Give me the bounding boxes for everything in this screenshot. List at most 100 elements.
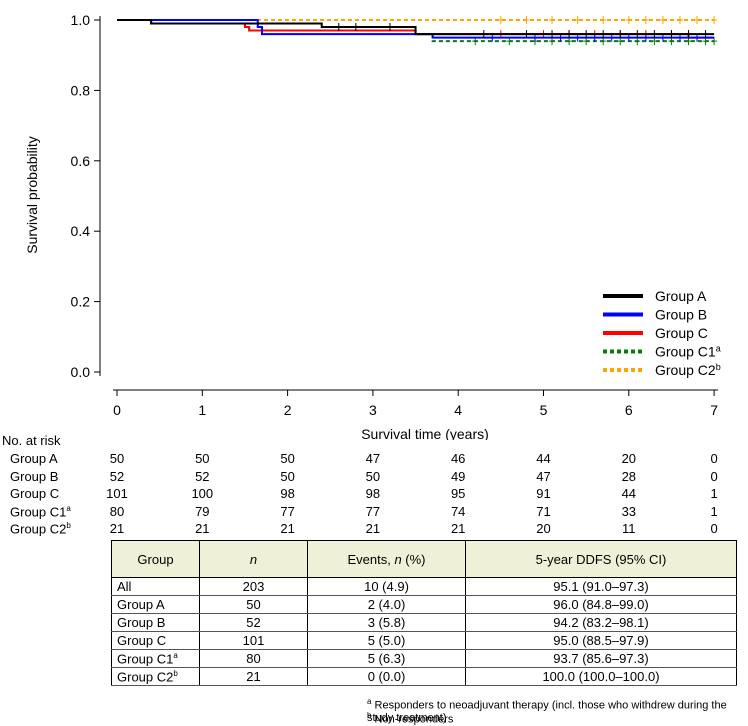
- risk-cell: 74: [450, 503, 466, 519]
- risk-cell: 50: [280, 451, 295, 466]
- x-tick-label: 5: [540, 402, 548, 418]
- chart-axes: 0.0 0.2 0.4 0.6 0.8 1.0 0 1 2 3 4 5 6 7 Survival time …: [24, 12, 718, 440]
- summary-events: 3 (5.8): [307, 613, 466, 632]
- summary-row: Group C1a 80 5 (6.3) 93.7 (85.6–97.3): [111, 649, 737, 668]
- censor-mark: [600, 16, 607, 24]
- risk-cell: 100: [191, 486, 214, 501]
- risk-cell: 95: [450, 486, 466, 501]
- risk-cell: 98: [365, 486, 381, 501]
- risk-cell: 52: [109, 468, 125, 484]
- y-tick-label: 1.0: [71, 12, 91, 28]
- risk-cell: 46: [450, 451, 466, 466]
- censor-mark: [676, 16, 683, 24]
- censor-mark: [566, 30, 573, 39]
- summary-events: 2 (4.0): [307, 595, 466, 614]
- risk-cell: 0: [710, 451, 718, 466]
- x-tick-label: 6: [625, 402, 633, 418]
- risk-cell: 44: [536, 451, 551, 466]
- censor-mark: [625, 16, 632, 24]
- risk-cell: 52: [195, 468, 210, 484]
- risk-cell: 101: [106, 486, 128, 501]
- censor-mark: [523, 16, 530, 24]
- risk-cell: 44: [621, 486, 637, 501]
- risk-cell: 21: [195, 521, 210, 536]
- summary-group: Group C: [111, 631, 200, 650]
- summary-n: 52: [199, 613, 308, 632]
- summary-events: 0 (0.0): [307, 667, 466, 686]
- summary-row: Group C 101 5 (5.0) 95.0 (88.5–97.9): [111, 631, 737, 650]
- risk-cell: 91: [536, 486, 551, 501]
- censor-mark: [583, 30, 590, 39]
- header-events: Events, n (%): [307, 540, 466, 578]
- censor-mark: [694, 16, 701, 24]
- risk-cell: 50: [280, 468, 295, 484]
- risk-cell: 21: [109, 521, 125, 536]
- legend-label: Group A: [655, 288, 707, 304]
- y-axis-label: Survival probability: [24, 136, 40, 254]
- x-tick-label: 4: [454, 402, 462, 418]
- risk-cell: 1: [710, 503, 718, 519]
- legend-label: Group C2b: [655, 362, 721, 378]
- header-n: n: [199, 540, 308, 578]
- censor-mark: [335, 23, 342, 32]
- summary-row: Group B 52 3 (5.8) 94.2 (83.2–98.1): [111, 613, 737, 632]
- summary-group: Group A: [111, 595, 200, 614]
- risk-cell: 47: [536, 468, 551, 484]
- y-tick-label: 0.6: [71, 153, 91, 169]
- risk-cell: 20: [536, 521, 551, 536]
- summary-events: 10 (4.9): [307, 577, 466, 596]
- survival-curve: [117, 19, 715, 39]
- summary-events: 5 (5.0): [307, 631, 466, 650]
- summary-n: 80: [199, 649, 308, 668]
- risk-cell: 49: [450, 468, 466, 484]
- footnote-b: b Non-responders: [367, 711, 454, 726]
- risk-cell: 0: [710, 468, 718, 484]
- risk-cell: 21: [450, 521, 466, 536]
- summary-n: 50: [199, 595, 308, 614]
- summary-ddfs: 100.0 (100.0–100.0): [465, 667, 737, 686]
- censor-mark: [523, 30, 530, 39]
- risk-cell: 20: [621, 451, 637, 466]
- summary-row: All 203 10 (4.9) 95.1 (91.0–97.3): [111, 577, 737, 596]
- risk-cell: 47: [365, 451, 381, 466]
- summary-ddfs: 96.0 (84.8–99.0): [465, 595, 737, 614]
- risk-cell: 28: [621, 468, 637, 484]
- censor-mark: [651, 30, 658, 39]
- censor-mark: [634, 30, 641, 39]
- legend-label: Group B: [655, 307, 707, 323]
- risk-cell: 0: [710, 521, 718, 536]
- risk-cell: 80: [109, 503, 125, 519]
- risk-row-label: Group A: [10, 451, 58, 466]
- summary-table: Group n Events, n (%) 5-year DDFS (95% C…: [111, 540, 737, 686]
- summary-n: 101: [199, 631, 308, 650]
- censor-mark: [352, 23, 359, 32]
- chart-legend: Group A Group B Group C Group C1a Group C2b: [603, 288, 721, 378]
- summary-group: All: [111, 577, 200, 596]
- censor-mark: [549, 16, 556, 24]
- censor-mark: [617, 30, 624, 39]
- risk-cell: 21: [365, 521, 381, 536]
- risk-cell: 50: [109, 451, 125, 466]
- x-axis-label: Survival time (years): [361, 426, 489, 440]
- risk-row-label: Group C1a: [10, 503, 71, 519]
- risk-cell: 71: [536, 503, 551, 519]
- censor-mark: [659, 16, 666, 24]
- chart-curves: [117, 16, 718, 46]
- footnote-a: a Responders to neoadjuvant therapy (inc…: [367, 697, 727, 724]
- risk-cell: 33: [621, 503, 637, 519]
- censor-mark: [711, 16, 718, 24]
- legend-label: Group C1a: [655, 344, 721, 360]
- risk-cell: 50: [365, 468, 381, 484]
- risk-cell: 11: [622, 521, 636, 536]
- censor-mark: [497, 16, 504, 24]
- header-group: Group: [111, 540, 200, 578]
- summary-ddfs: 94.2 (83.2–98.1): [465, 613, 737, 632]
- risk-cell: 50: [195, 451, 210, 466]
- censor-mark: [642, 16, 649, 24]
- risk-row-label: Group C: [10, 486, 60, 501]
- x-tick-label: 3: [369, 402, 377, 418]
- y-tick-label: 0.0: [71, 364, 91, 380]
- summary-group: Group B: [111, 613, 200, 632]
- x-tick-label: 2: [284, 402, 292, 418]
- censor-mark: [600, 30, 607, 39]
